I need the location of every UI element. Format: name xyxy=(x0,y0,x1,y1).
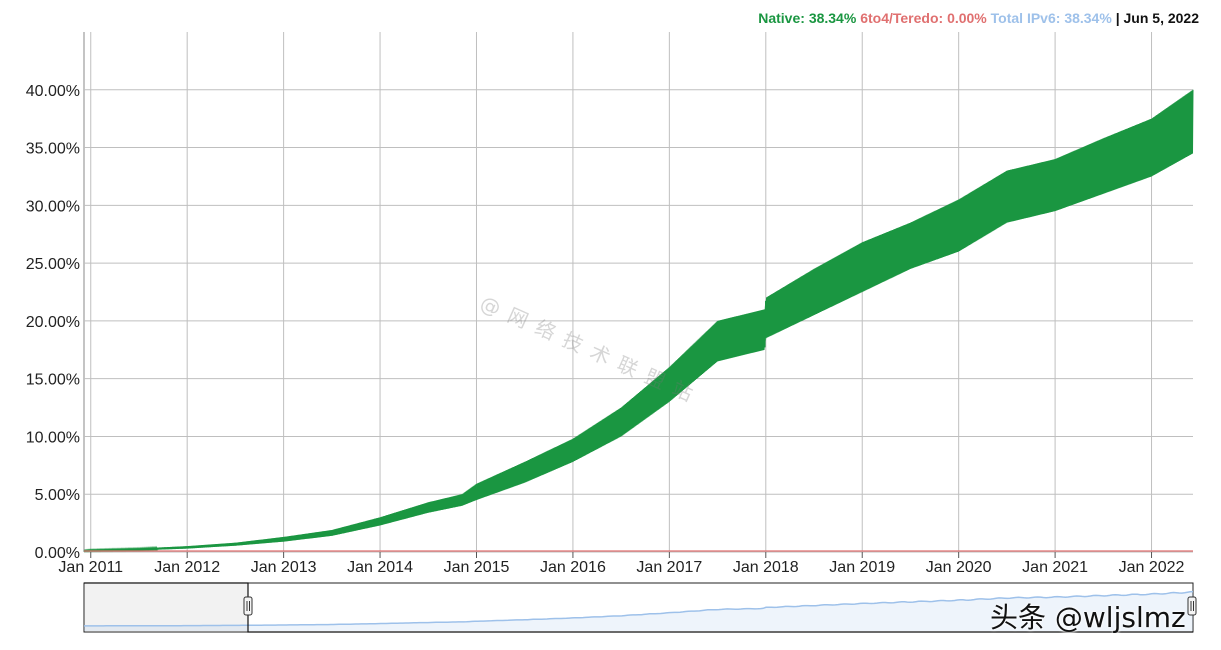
y-tick-label: 25.00% xyxy=(26,256,80,273)
x-tick-label: Jan 2020 xyxy=(926,559,992,576)
x-tick-label: Jan 2021 xyxy=(1022,559,1088,576)
x-tick-label: Jan 2014 xyxy=(347,559,413,576)
legend-teredo: 6to4/Teredo: 0.00% xyxy=(860,10,987,26)
x-tick-label: Jan 2019 xyxy=(829,559,895,576)
x-axis-ticks: Jan 2011 Jan 2012 Jan 2013 Jan 2014 Jan 2015… xyxy=(58,559,1184,576)
navigator-left-handle-grip[interactable] xyxy=(243,596,253,616)
native-series-line xyxy=(83,89,1194,553)
navigator-mask xyxy=(85,584,248,631)
native-series-band xyxy=(83,89,1194,553)
y-tick-label: 30.00% xyxy=(26,198,80,215)
x-tick-label: Jan 2011 xyxy=(58,559,123,576)
x-tick-label: Jan 2018 xyxy=(733,559,799,576)
y-tick-label: 40.00% xyxy=(26,83,80,100)
legend-teredo-value: 0.00% xyxy=(947,10,987,26)
navigator-left-handle[interactable] xyxy=(243,596,253,616)
grid xyxy=(83,32,1193,558)
chart-legend: Native: 38.34% 6to4/Teredo: 0.00% Total … xyxy=(758,10,1199,26)
navigator-area xyxy=(84,591,1193,631)
x-tick-label: Jan 2016 xyxy=(540,559,606,576)
x-tick-label: Jan 2012 xyxy=(154,559,220,576)
x-tick-label: Jan 2015 xyxy=(444,559,510,576)
y-tick-label: 15.00% xyxy=(26,372,80,389)
navigator-right-handle[interactable] xyxy=(1187,596,1197,616)
legend-native-label: Native: xyxy=(758,10,805,26)
y-axis-ticks: 0.00% 5.00% 10.00% 15.00% 20.00% 25.00% 30.00%… xyxy=(26,83,80,562)
navigator-frame xyxy=(83,582,1194,633)
x-tick-label: Jan 2013 xyxy=(251,559,317,576)
x-tick-label: Jan 2017 xyxy=(636,559,702,576)
legend-total: Total IPv6: 38.34% xyxy=(991,10,1112,26)
legend-native: Native: 38.34% xyxy=(758,10,856,26)
x-tick-label: Jan 2022 xyxy=(1119,559,1185,576)
y-tick-label: 35.00% xyxy=(26,141,80,158)
watermark-handle: 头条 @wljslmz xyxy=(990,601,1186,634)
y-tick-label: 5.00% xyxy=(35,487,80,504)
legend-separator: | xyxy=(1115,10,1120,26)
y-tick-label: 10.00% xyxy=(26,429,80,446)
y-tick-label: 0.00% xyxy=(35,545,80,562)
range-navigator[interactable] xyxy=(83,582,1197,633)
y-tick-label: 20.00% xyxy=(26,314,80,331)
legend-teredo-label: 6to4/Teredo: xyxy=(860,10,944,26)
legend-total-label: Total IPv6: xyxy=(990,10,1061,26)
navigator-right-handle-grip[interactable] xyxy=(1187,596,1197,616)
navigator-series-line xyxy=(84,590,1194,627)
legend-total-value: 38.34% xyxy=(1064,10,1112,26)
legend-date: Jun 5, 2022 xyxy=(1123,10,1200,26)
legend-native-value: 38.34% xyxy=(808,10,857,26)
